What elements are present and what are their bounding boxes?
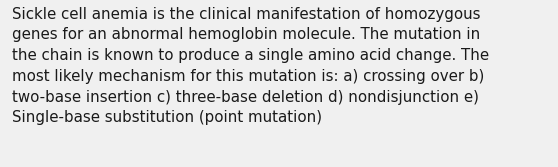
Text: Sickle cell anemia is the clinical manifestation of homozygous
genes for an abno: Sickle cell anemia is the clinical manif… [12, 7, 489, 125]
